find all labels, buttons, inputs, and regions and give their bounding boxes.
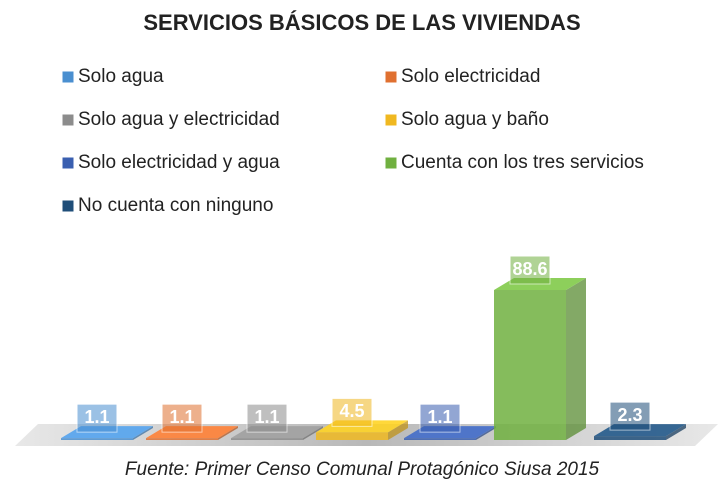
legend-label: No cuenta con ninguno — [78, 195, 273, 216]
bar — [494, 278, 586, 440]
data-label: 1.1 — [84, 407, 109, 427]
bar-face — [231, 438, 303, 440]
label-box — [76, 403, 118, 433]
label-box — [246, 403, 288, 433]
bar-face — [316, 432, 388, 440]
label-box — [161, 403, 203, 433]
bar-face — [388, 420, 408, 440]
legend-swatch — [384, 156, 398, 170]
bar-face — [303, 426, 323, 440]
legend-label: Solo electricidad — [401, 66, 540, 87]
bar-face — [61, 438, 133, 440]
legend-swatch — [61, 199, 75, 213]
bar-face — [494, 290, 566, 440]
legend-label: Solo agua — [78, 66, 164, 87]
legend-label: Cuenta con los tres servicios — [401, 152, 644, 173]
data-label: 4.5 — [339, 401, 364, 421]
bar-face — [404, 438, 476, 440]
bar-face — [218, 426, 238, 440]
source: Fuente: Primer Censo Comunal Protagónico… — [125, 459, 600, 480]
legend-label: Solo electricidad y agua — [78, 152, 280, 173]
bar-face — [476, 426, 496, 440]
label-box — [419, 403, 461, 433]
bar-face — [566, 278, 586, 440]
data-label: 1.1 — [254, 407, 279, 427]
bar-face — [146, 438, 218, 440]
label-box — [331, 397, 373, 427]
bar-face — [133, 426, 153, 440]
legend-swatch — [61, 113, 75, 127]
legend-swatch — [384, 113, 398, 127]
chart-title: SERVICIOS BÁSICOS DE LAS VIVIENDAS — [143, 10, 580, 35]
bar-face — [594, 436, 666, 440]
data-label: 1.1 — [427, 407, 452, 427]
bar-face — [666, 424, 686, 440]
data-label: 88.6 — [512, 259, 547, 279]
legend-swatch — [384, 70, 398, 84]
legend-label: Solo agua y baño — [401, 109, 549, 130]
legend-swatch — [61, 156, 75, 170]
label-box — [609, 401, 651, 431]
data-label: 1.1 — [169, 407, 194, 427]
label-box — [509, 255, 551, 285]
data-label: 2.3 — [617, 405, 642, 425]
legend-swatch — [61, 70, 75, 84]
legend-label: Solo agua y electricidad — [78, 109, 280, 130]
